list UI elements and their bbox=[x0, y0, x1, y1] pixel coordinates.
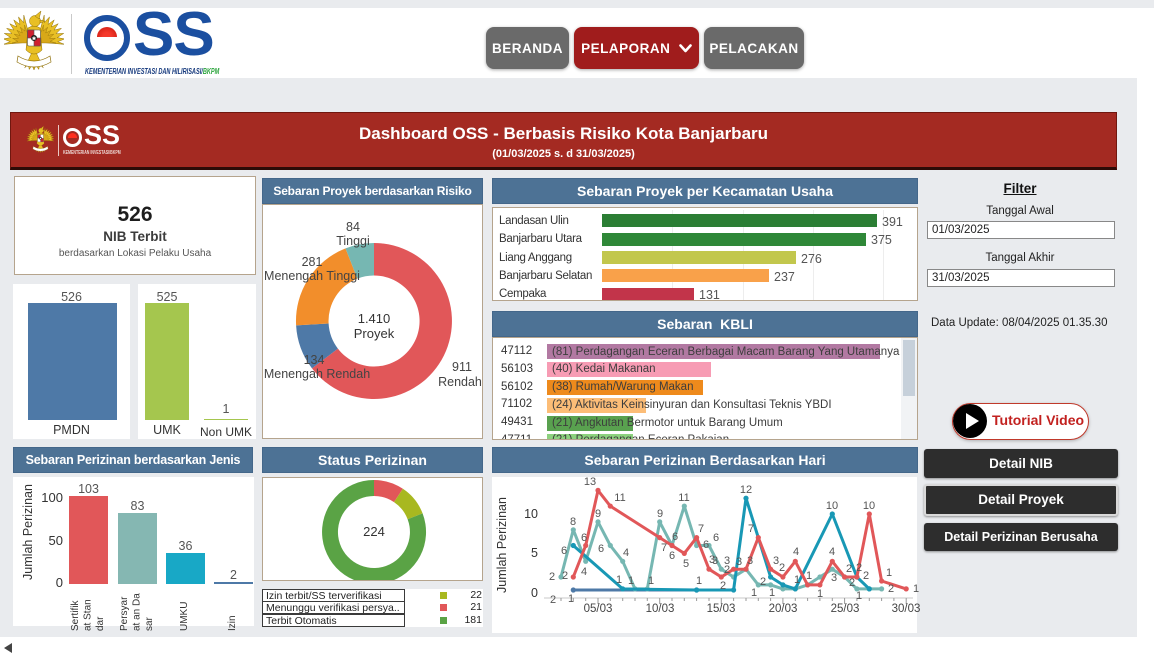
svg-text:2: 2 bbox=[856, 562, 862, 574]
svg-text:6: 6 bbox=[581, 532, 587, 544]
svg-text:3: 3 bbox=[709, 554, 715, 566]
svg-text:20/03: 20/03 bbox=[769, 603, 798, 615]
svg-text:1: 1 bbox=[568, 593, 574, 605]
svg-text:1: 1 bbox=[648, 575, 654, 587]
svg-text:1: 1 bbox=[769, 587, 775, 599]
svg-text:1: 1 bbox=[856, 590, 862, 602]
svg-text:13: 13 bbox=[584, 477, 596, 488]
svg-text:6: 6 bbox=[669, 550, 675, 562]
svg-text:1: 1 bbox=[886, 567, 892, 579]
svg-text:6: 6 bbox=[703, 539, 709, 551]
svg-text:10: 10 bbox=[524, 507, 538, 521]
svg-text:2: 2 bbox=[846, 563, 852, 575]
svg-text:1: 1 bbox=[616, 574, 622, 586]
svg-text:1: 1 bbox=[751, 587, 757, 599]
svg-text:2: 2 bbox=[550, 594, 556, 606]
svg-text:3: 3 bbox=[736, 556, 742, 568]
svg-text:2: 2 bbox=[549, 571, 555, 583]
svg-text:5: 5 bbox=[531, 546, 538, 560]
svg-text:1: 1 bbox=[628, 575, 634, 587]
svg-text:8: 8 bbox=[570, 516, 576, 528]
svg-text:10: 10 bbox=[826, 500, 838, 512]
svg-text:1: 1 bbox=[806, 570, 812, 582]
svg-text:10/03: 10/03 bbox=[646, 603, 675, 615]
svg-text:05/03: 05/03 bbox=[584, 603, 613, 615]
svg-text:11: 11 bbox=[614, 492, 625, 504]
svg-text:3: 3 bbox=[747, 555, 753, 567]
svg-text:2: 2 bbox=[562, 570, 568, 582]
svg-text:6: 6 bbox=[598, 543, 604, 555]
svg-text:2: 2 bbox=[863, 570, 869, 582]
svg-text:2: 2 bbox=[760, 576, 766, 588]
svg-text:6: 6 bbox=[672, 531, 678, 543]
svg-text:0: 0 bbox=[531, 586, 538, 600]
svg-text:7: 7 bbox=[698, 523, 704, 535]
svg-text:10: 10 bbox=[863, 500, 875, 512]
svg-text:2: 2 bbox=[720, 580, 726, 592]
svg-text:4: 4 bbox=[829, 546, 835, 558]
svg-text:3: 3 bbox=[831, 572, 837, 584]
svg-text:2: 2 bbox=[724, 564, 730, 576]
svg-text:3: 3 bbox=[712, 555, 718, 567]
svg-text:6: 6 bbox=[713, 532, 719, 544]
svg-text:4: 4 bbox=[581, 566, 587, 578]
svg-text:4: 4 bbox=[793, 546, 799, 558]
svg-text:25/03: 25/03 bbox=[831, 603, 860, 615]
svg-text:12: 12 bbox=[740, 484, 752, 496]
svg-text:5: 5 bbox=[683, 558, 689, 570]
svg-text:1: 1 bbox=[913, 583, 919, 595]
svg-text:15/03: 15/03 bbox=[707, 603, 736, 615]
svg-text:30/03: 30/03 bbox=[892, 603, 921, 615]
svg-text:11: 11 bbox=[678, 492, 689, 504]
svg-text:1: 1 bbox=[794, 574, 800, 586]
svg-text:2: 2 bbox=[849, 577, 855, 589]
svg-text:7: 7 bbox=[661, 542, 667, 554]
svg-text:2: 2 bbox=[888, 583, 894, 595]
svg-text:3: 3 bbox=[773, 555, 779, 567]
svg-text:9: 9 bbox=[595, 508, 601, 520]
svg-text:4: 4 bbox=[623, 547, 629, 559]
svg-text:1: 1 bbox=[817, 588, 823, 600]
svg-text:3: 3 bbox=[724, 555, 730, 567]
svg-text:2: 2 bbox=[779, 562, 785, 574]
svg-text:1: 1 bbox=[696, 575, 702, 587]
svg-text:6: 6 bbox=[561, 545, 567, 557]
svg-text:9: 9 bbox=[657, 508, 663, 520]
svg-text:Jumlah Perizinan: Jumlah Perizinan bbox=[495, 497, 509, 593]
svg-text:7: 7 bbox=[748, 523, 754, 535]
